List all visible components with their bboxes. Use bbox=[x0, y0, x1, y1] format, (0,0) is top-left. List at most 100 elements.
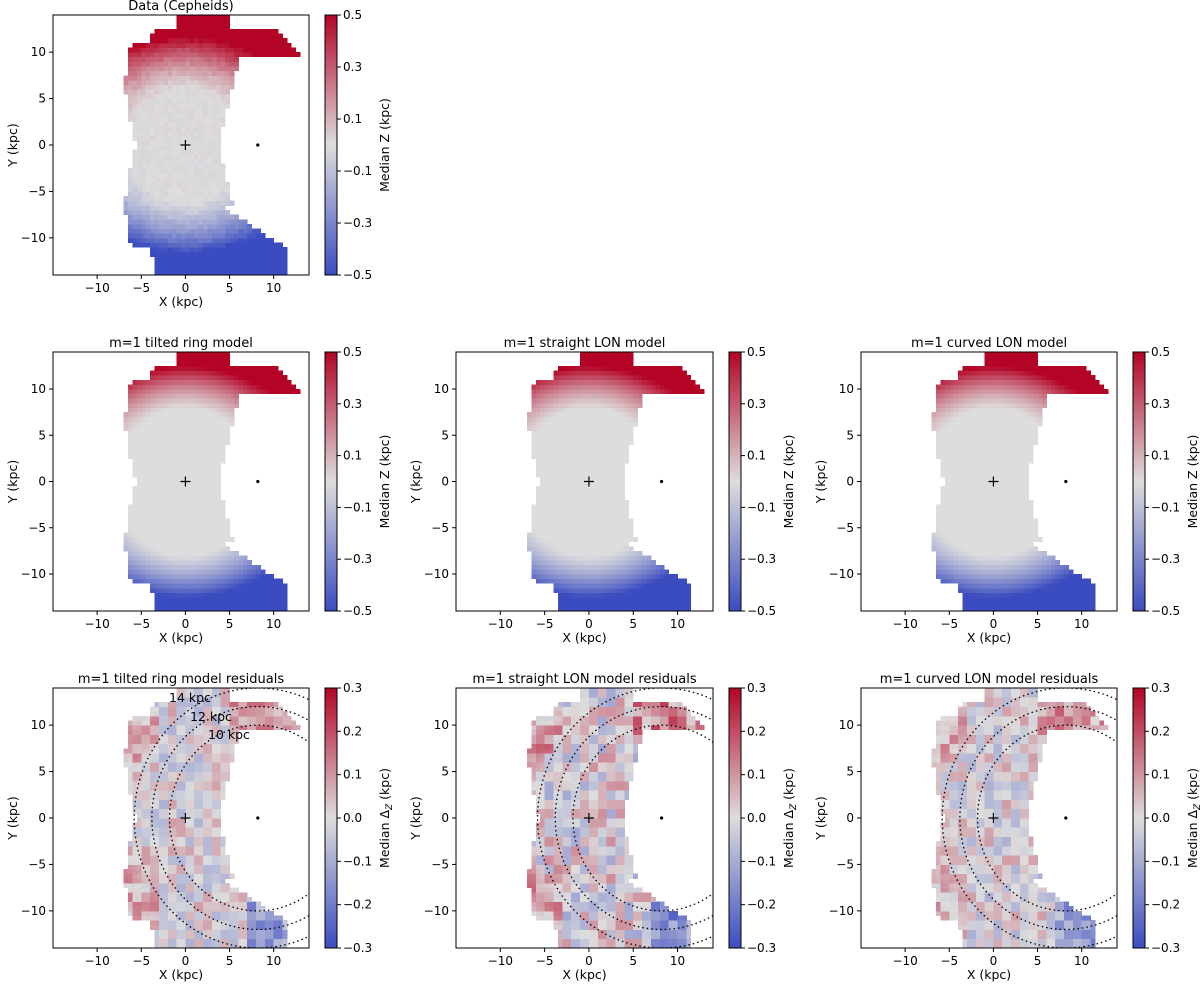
heatmap-cell bbox=[159, 449, 164, 454]
heatmap-cell bbox=[553, 445, 558, 450]
heatmap-cell bbox=[660, 588, 665, 593]
heatmap-cell bbox=[230, 201, 235, 206]
heatmap-cell bbox=[185, 546, 190, 551]
heatmap-cell bbox=[1033, 519, 1038, 524]
heatmap-cell bbox=[1024, 551, 1029, 556]
heatmap-cell bbox=[128, 182, 133, 187]
heatmap-cell bbox=[540, 408, 545, 413]
heatmap-cell bbox=[221, 597, 226, 602]
heatmap-cell bbox=[1024, 505, 1029, 510]
y-tick-label: 0 bbox=[38, 138, 46, 152]
heatmap-cell bbox=[243, 243, 248, 248]
heatmap-cell bbox=[593, 357, 598, 362]
heatmap-cell bbox=[199, 215, 204, 220]
heatmap-cell bbox=[611, 352, 616, 357]
heatmap-cell bbox=[141, 75, 146, 80]
heatmap-cell bbox=[985, 528, 990, 533]
heatmap-cell bbox=[283, 266, 288, 271]
heatmap-cell bbox=[172, 532, 177, 537]
heatmap-cell bbox=[980, 560, 985, 565]
heatmap-cell bbox=[230, 224, 235, 229]
heatmap-cell bbox=[664, 384, 669, 389]
heatmap-cell bbox=[247, 593, 252, 598]
heatmap-cell bbox=[624, 403, 629, 408]
heatmap-cell bbox=[283, 48, 288, 53]
heatmap-cell bbox=[230, 537, 235, 542]
heatmap-cell bbox=[207, 43, 212, 48]
heatmap-cell bbox=[985, 523, 990, 528]
heatmap-cell bbox=[580, 505, 585, 510]
heatmap-cell bbox=[181, 52, 186, 57]
heatmap-cell bbox=[207, 187, 212, 192]
heatmap-cell bbox=[141, 113, 146, 118]
heatmap-cell bbox=[585, 435, 590, 440]
heatmap-cell bbox=[553, 537, 558, 542]
heatmap-cell bbox=[624, 398, 629, 403]
heatmap-cell bbox=[989, 588, 994, 593]
heatmap-cell bbox=[234, 366, 239, 371]
heatmap-cell bbox=[936, 528, 941, 533]
heatmap-cell bbox=[194, 495, 199, 500]
heatmap-cell bbox=[589, 602, 594, 607]
heatmap-cell bbox=[203, 24, 208, 29]
heatmap-cell bbox=[998, 514, 1003, 519]
heatmap-cell bbox=[194, 38, 199, 43]
x-tick-label: −5 bbox=[132, 617, 150, 631]
heatmap-cell bbox=[181, 491, 186, 496]
heatmap-cell bbox=[177, 178, 182, 183]
heatmap-cell bbox=[216, 579, 221, 584]
heatmap-cell bbox=[203, 583, 208, 588]
heatmap-cell bbox=[128, 546, 133, 551]
heatmap-cell bbox=[137, 80, 142, 85]
heatmap-cell bbox=[580, 486, 585, 491]
heatmap-cell bbox=[1024, 500, 1029, 505]
heatmap-cell bbox=[998, 495, 1003, 500]
heatmap-cell bbox=[163, 108, 168, 113]
heatmap-cell bbox=[958, 556, 963, 561]
heatmap-cell bbox=[585, 412, 590, 417]
heatmap-cell bbox=[124, 205, 129, 210]
heatmap-cell bbox=[225, 435, 230, 440]
heatmap-cell bbox=[212, 215, 217, 220]
heatmap-cell bbox=[638, 565, 643, 570]
heatmap-cell bbox=[137, 210, 142, 215]
heatmap-cell bbox=[221, 29, 226, 34]
heatmap-cell bbox=[150, 551, 155, 556]
heatmap-cell bbox=[185, 375, 190, 380]
heatmap-cell bbox=[1046, 569, 1051, 574]
heatmap-cell bbox=[567, 435, 572, 440]
heatmap-cell bbox=[146, 472, 151, 477]
heatmap-cell bbox=[212, 551, 217, 556]
heatmap-cell bbox=[980, 509, 985, 514]
heatmap-cell bbox=[190, 509, 195, 514]
heatmap-cell bbox=[642, 380, 647, 385]
heatmap-cell bbox=[146, 168, 151, 173]
heatmap-cell bbox=[177, 528, 182, 533]
heatmap-cell bbox=[1060, 579, 1065, 584]
heatmap-cell bbox=[949, 574, 954, 579]
heatmap-cell bbox=[607, 574, 612, 579]
heatmap-cell bbox=[194, 261, 199, 266]
heatmap-cell bbox=[274, 380, 279, 385]
heatmap-cell bbox=[181, 500, 186, 505]
heatmap-cell bbox=[216, 421, 221, 426]
heatmap-cell bbox=[940, 579, 945, 584]
y-axis-label: Y (kpc) bbox=[5, 123, 20, 167]
heatmap-cell bbox=[203, 398, 208, 403]
heatmap-cell bbox=[580, 569, 585, 574]
heatmap-cell bbox=[137, 569, 142, 574]
heatmap-cell bbox=[216, 588, 221, 593]
heatmap-cell bbox=[1042, 602, 1047, 607]
heatmap-cell bbox=[225, 38, 230, 43]
heatmap-cell bbox=[985, 551, 990, 556]
heatmap-cell bbox=[168, 560, 173, 565]
heatmap-cell bbox=[971, 500, 976, 505]
heatmap-cell bbox=[212, 196, 217, 201]
heatmap-cell bbox=[230, 256, 235, 261]
heatmap-cell bbox=[212, 528, 217, 533]
heatmap-cell bbox=[536, 421, 541, 426]
heatmap-cell bbox=[190, 597, 195, 602]
heatmap-cell bbox=[159, 560, 164, 565]
heatmap-cell bbox=[589, 537, 594, 542]
